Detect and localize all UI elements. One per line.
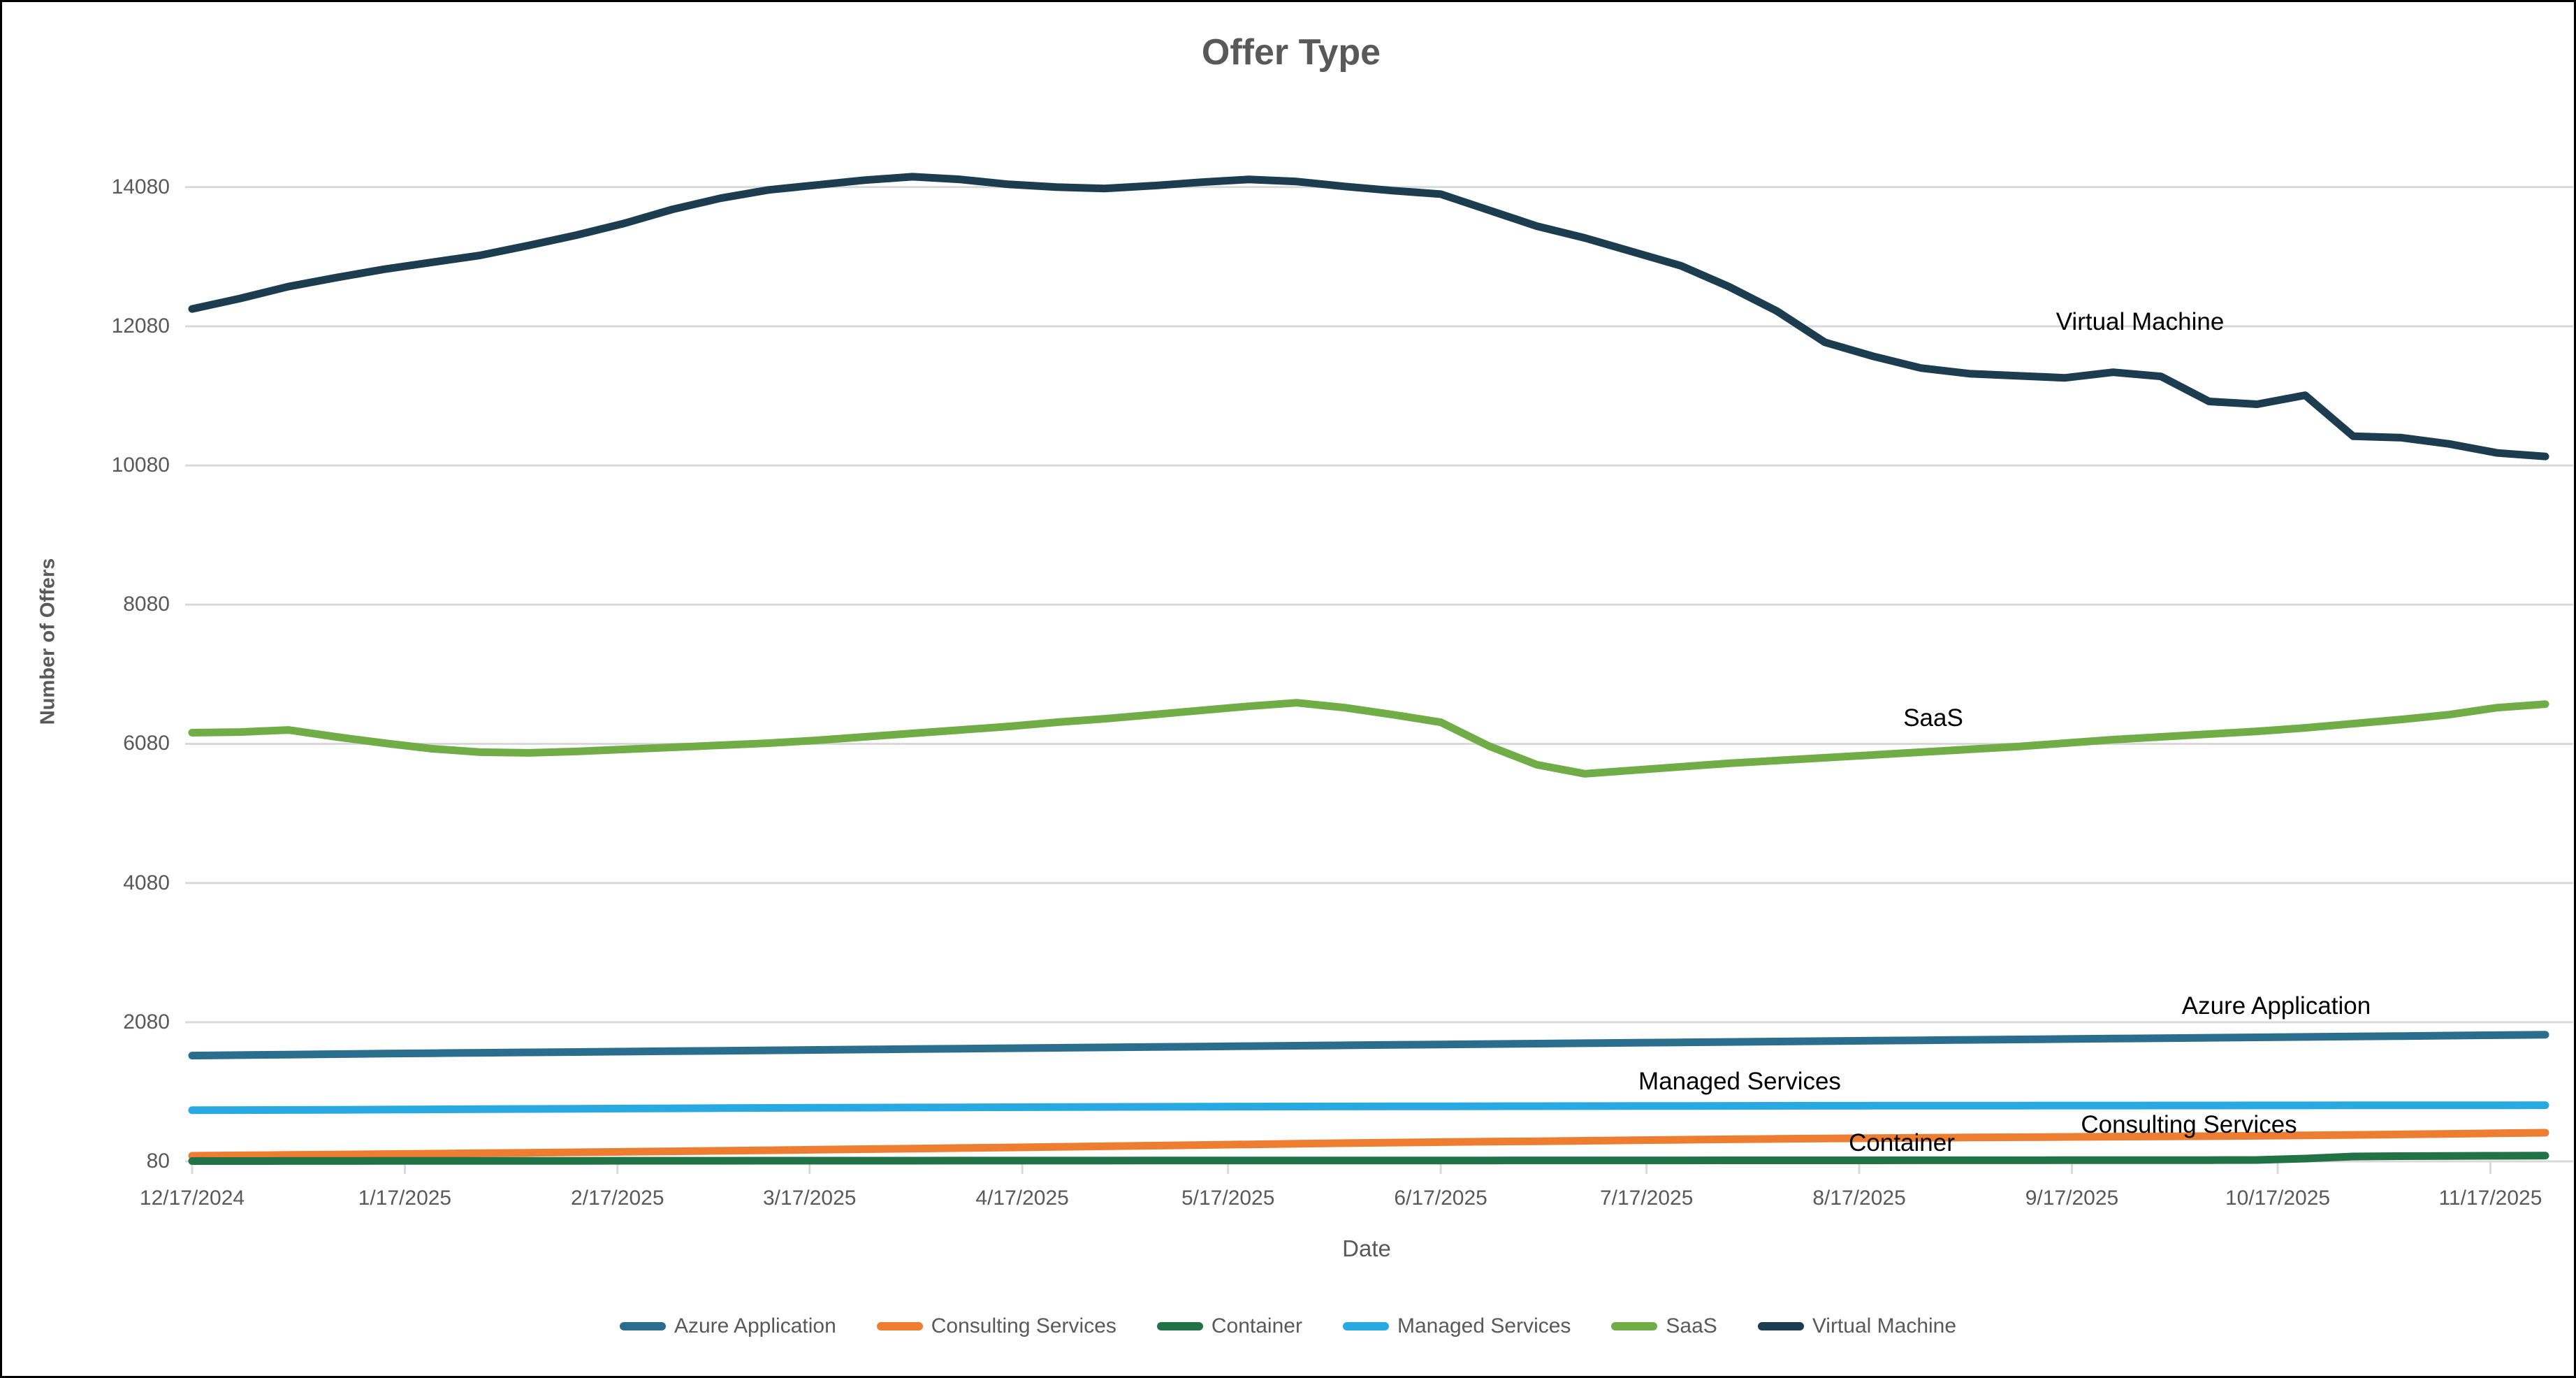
y-tick-label: 6080 — [123, 732, 170, 755]
y-tick-label: 2080 — [123, 1010, 170, 1034]
legend-item-azure-application: Azure Application — [619, 1314, 836, 1338]
x-axis-title: Date — [1342, 1235, 1391, 1261]
x-tick-label: 9/17/2025 — [2025, 1187, 2119, 1210]
series-line-consulting-services — [188, 1129, 2549, 1160]
series-label-virtual-machine: Virtual Machine — [2055, 308, 2225, 335]
x-tick-label: 11/17/2025 — [2438, 1187, 2542, 1210]
y-tick-label: 4080 — [123, 871, 170, 894]
legend-swatch-icon — [1342, 1322, 1389, 1330]
legend-swatch-icon — [876, 1322, 923, 1330]
series-label-container: Container — [1849, 1129, 1955, 1156]
legend-label: Virtual Machine — [1812, 1314, 1957, 1337]
series-line-virtual-machine — [188, 173, 2549, 460]
y-tick-label: 8080 — [123, 593, 170, 616]
x-tick-label: 7/17/2025 — [1599, 1187, 1694, 1210]
legend-item-container: Container — [1156, 1314, 1302, 1338]
series-line-managed-services — [188, 1101, 2549, 1115]
legend-swatch-icon — [1757, 1322, 1804, 1330]
x-tick-label: 8/17/2025 — [1812, 1187, 1906, 1210]
legend-item-virtual-machine: Virtual Machine — [1757, 1314, 1957, 1338]
legend-label: Azure Application — [674, 1314, 836, 1337]
series-line-azure-application — [188, 1031, 2549, 1060]
series-label-consulting-services: Consulting Services — [2081, 1111, 2297, 1138]
x-tick-label: 10/17/2025 — [2225, 1187, 2331, 1210]
x-tick-label: 6/17/2025 — [1394, 1187, 1487, 1210]
legend-item-saas: SaaS — [1611, 1314, 1717, 1338]
legend-label: SaaS — [1666, 1314, 1717, 1337]
series-line-container — [188, 1152, 2549, 1165]
y-axis-title: Number of Offers — [36, 558, 59, 725]
x-tick-label: 1/17/2025 — [358, 1187, 452, 1210]
legend-swatch-icon — [1611, 1322, 1658, 1330]
y-tick-label: 14080 — [111, 175, 170, 198]
x-tick-label: 5/17/2025 — [1181, 1187, 1275, 1210]
legend-label: Consulting Services — [931, 1314, 1116, 1337]
series-label-saas: SaaS — [1903, 704, 1963, 732]
legend: Azure Application Consulting Services Cont… — [2, 1314, 2574, 1338]
series-label-managed-services: Managed Services — [1638, 1068, 1841, 1095]
y-tick-label: 12080 — [111, 314, 170, 338]
x-tick-label: 4/17/2025 — [975, 1187, 1069, 1210]
legend-label: Container — [1211, 1314, 1302, 1337]
chart-title: Offer Type — [1201, 32, 1381, 73]
y-tick-label: 10080 — [111, 454, 170, 477]
legend-item-consulting-services: Consulting Services — [876, 1314, 1116, 1338]
legend-item-managed-services: Managed Services — [1342, 1314, 1571, 1338]
x-tick-label: 12/17/2024 — [139, 1187, 245, 1210]
series-line-saas — [188, 699, 2549, 778]
series-label-azure-application: Azure Application — [2181, 992, 2371, 1020]
legend-swatch-icon — [1156, 1322, 1203, 1330]
x-tick-label: 3/17/2025 — [762, 1187, 857, 1210]
legend-swatch-icon — [619, 1322, 666, 1330]
legend-label: Managed Services — [1397, 1314, 1571, 1337]
x-tick-label: 2/17/2025 — [571, 1187, 664, 1210]
y-tick-label: 80 — [146, 1149, 170, 1173]
